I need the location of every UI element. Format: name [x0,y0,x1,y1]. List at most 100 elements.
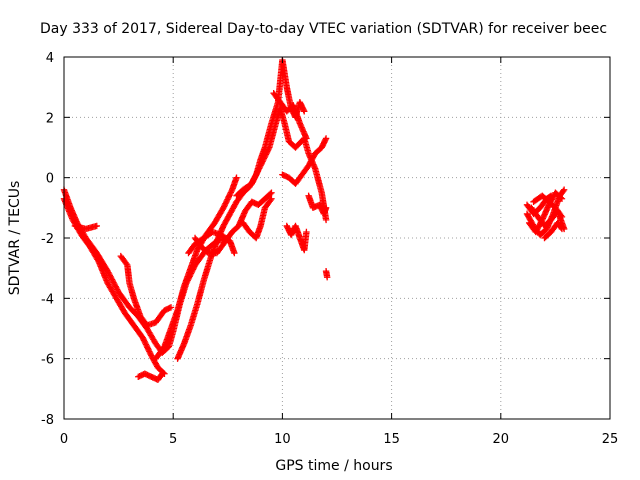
data-points [60,56,568,383]
grid [64,57,610,419]
data-point [259,158,266,165]
data-point [547,192,555,199]
data-point [322,204,330,212]
x-tick-label: 20 [493,432,510,447]
data-point [225,193,233,200]
data-point [224,194,232,202]
data-point [264,148,271,155]
data-point [226,192,233,199]
data-point [322,135,330,142]
data-point [221,201,228,209]
y-tick-label: -2 [41,232,54,247]
x-tick-label: 5 [169,432,177,447]
data-point [144,345,152,352]
data-point [558,225,566,233]
data-point [261,154,268,161]
data-point [108,276,116,283]
data-point [256,165,263,172]
data-point [249,179,256,186]
data-point [258,159,266,167]
data-point [255,166,262,173]
data-point [254,169,261,176]
data-point [143,342,150,350]
data-point [112,283,119,290]
data-point [546,193,554,200]
data-point [251,173,259,180]
data-point [158,371,165,379]
data-point [250,176,258,183]
data-point [224,196,231,203]
data-point [109,277,116,285]
data-point [249,177,257,185]
data-point [139,334,146,341]
data-point [303,228,310,236]
y-axis-label: SDTVAR / TECUs [7,181,23,296]
data-point [233,174,240,181]
data-point [113,286,121,293]
data-point [107,273,114,281]
data-point [226,190,234,198]
data-point [123,260,130,268]
data-point [301,108,308,115]
data-point [113,284,120,292]
data-point [260,155,268,162]
data-point [142,341,150,348]
data-point [141,338,148,345]
data-point [140,337,148,344]
x-tick-label: 15 [383,432,400,447]
data-point [223,197,230,205]
data-point [106,272,114,279]
data-point [140,335,147,343]
data-point [253,170,260,178]
data-point [252,172,260,179]
data-point [110,279,117,286]
data-point [251,174,258,182]
x-tick-label: 0 [60,432,68,447]
x-tick-label: 25 [602,432,619,447]
data-point [144,344,151,351]
axis-ticks [63,56,611,420]
x-tick-labels: 0 5 10 15 20 25 [60,432,618,447]
data-point [267,190,274,197]
data-point [258,161,265,168]
data-point [146,348,153,355]
data-point [560,187,567,195]
data-point [322,216,330,224]
data-point [146,349,154,357]
data-point [145,346,152,354]
data-point [167,304,175,311]
data-point [268,189,275,196]
data-point [159,370,166,377]
data-point [263,149,270,157]
y-tick-label: -4 [41,292,54,307]
data-point [557,224,565,231]
y-tick-labels: -8 -6 -4 -2 0 2 4 [41,51,54,428]
data-point [227,189,235,196]
data-point [220,203,228,210]
x-axis-label: GPS time / hours [275,458,392,474]
data-point [111,280,118,288]
data-point [222,200,229,207]
data-point [265,145,272,153]
data-point [105,269,112,276]
data-point [262,151,270,158]
data-point [558,213,566,221]
data-point [254,167,262,175]
data-point [257,162,264,169]
data-point [105,270,113,278]
y-tick-label: 2 [46,111,54,126]
data-point [262,152,269,160]
data-point [260,156,267,164]
data-point [142,339,149,347]
data-point [557,212,565,219]
data-point [222,199,230,206]
data-point [93,222,100,230]
data-point [220,204,227,212]
data-point [268,195,275,202]
data-point [248,180,256,187]
y-tick-label: -8 [41,413,54,428]
data-point [256,163,264,171]
y-tick-label: -6 [41,353,54,368]
data-point [111,282,119,289]
